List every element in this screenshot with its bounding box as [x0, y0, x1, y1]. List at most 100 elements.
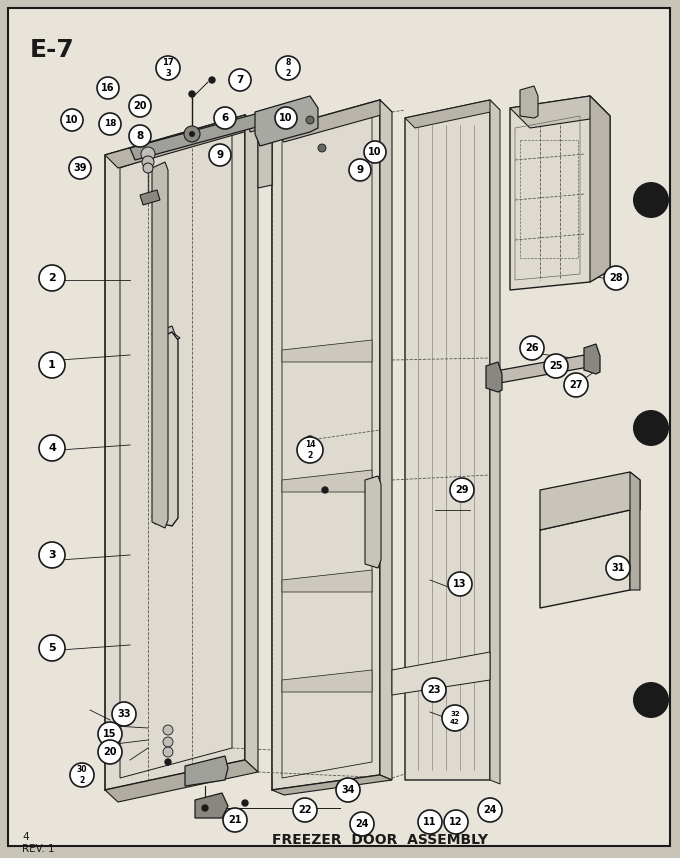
Polygon shape [590, 96, 610, 282]
Text: 11: 11 [423, 817, 437, 827]
Circle shape [306, 436, 314, 444]
Circle shape [633, 182, 669, 218]
Circle shape [606, 556, 630, 580]
Text: FREEZER  DOOR  ASSEMBLY: FREEZER DOOR ASSEMBLY [272, 833, 488, 847]
Polygon shape [405, 100, 500, 128]
Text: 29: 29 [455, 485, 469, 495]
Polygon shape [540, 510, 630, 608]
Bar [520, 140, 578, 258]
Circle shape [448, 572, 472, 596]
Circle shape [229, 69, 251, 91]
Polygon shape [245, 115, 258, 772]
Polygon shape [255, 96, 318, 146]
Circle shape [189, 91, 195, 97]
Text: 21: 21 [228, 815, 242, 825]
Text: 9: 9 [356, 165, 364, 175]
Circle shape [242, 800, 248, 806]
Circle shape [422, 678, 446, 702]
Text: 7: 7 [237, 75, 243, 85]
Circle shape [350, 812, 374, 836]
Circle shape [202, 805, 208, 811]
Text: 27: 27 [569, 380, 583, 390]
Text: 23: 23 [427, 685, 441, 695]
Circle shape [70, 763, 94, 787]
Circle shape [39, 542, 65, 568]
Circle shape [275, 107, 297, 129]
Text: 4: 4 [48, 443, 56, 453]
Text: 24: 24 [355, 819, 369, 829]
Text: 22: 22 [299, 805, 311, 815]
Circle shape [322, 487, 328, 493]
Circle shape [99, 113, 121, 135]
Polygon shape [490, 100, 500, 784]
Text: E-7: E-7 [30, 38, 75, 62]
Circle shape [143, 163, 153, 173]
Polygon shape [272, 100, 380, 790]
Text: REV. 1: REV. 1 [22, 844, 54, 854]
Text: 1: 1 [48, 360, 56, 370]
Polygon shape [520, 86, 538, 118]
Circle shape [163, 737, 173, 747]
Circle shape [336, 778, 360, 802]
Polygon shape [392, 652, 490, 695]
Circle shape [544, 354, 568, 378]
Circle shape [39, 435, 65, 461]
Polygon shape [272, 100, 392, 142]
Circle shape [163, 747, 173, 757]
Circle shape [39, 265, 65, 291]
Circle shape [276, 56, 300, 80]
Text: 3: 3 [48, 550, 56, 560]
Polygon shape [195, 793, 228, 818]
Circle shape [564, 373, 588, 397]
Polygon shape [282, 470, 372, 492]
Circle shape [141, 147, 155, 161]
Polygon shape [365, 476, 381, 568]
Circle shape [349, 159, 371, 181]
Polygon shape [630, 472, 640, 590]
Text: 18: 18 [104, 119, 116, 129]
Circle shape [209, 77, 215, 83]
Circle shape [604, 266, 628, 290]
Circle shape [142, 156, 154, 168]
Text: 8: 8 [137, 131, 143, 141]
Text: 24: 24 [483, 805, 497, 815]
Polygon shape [105, 760, 258, 802]
Text: 20: 20 [133, 101, 147, 111]
Polygon shape [140, 190, 160, 205]
Circle shape [129, 125, 151, 147]
Circle shape [297, 437, 323, 463]
Text: 26: 26 [525, 343, 539, 353]
Circle shape [201, 808, 209, 816]
Polygon shape [272, 775, 392, 795]
Circle shape [444, 810, 468, 834]
Circle shape [98, 740, 122, 764]
Circle shape [442, 705, 468, 731]
Text: 9: 9 [216, 150, 224, 160]
Circle shape [98, 722, 122, 746]
Polygon shape [490, 354, 594, 384]
Text: 30
2: 30 2 [77, 765, 87, 785]
Text: 20: 20 [103, 747, 117, 757]
Text: 32
42: 32 42 [450, 711, 460, 724]
Circle shape [520, 336, 544, 360]
Polygon shape [155, 332, 178, 526]
Text: 4: 4 [22, 832, 29, 842]
Circle shape [223, 808, 247, 832]
Polygon shape [282, 670, 372, 692]
Text: 39: 39 [73, 163, 87, 173]
Circle shape [633, 682, 669, 718]
Polygon shape [130, 110, 275, 160]
Polygon shape [185, 756, 228, 786]
Text: 25: 25 [549, 361, 563, 371]
Polygon shape [152, 326, 175, 342]
Text: 10: 10 [369, 147, 381, 157]
Circle shape [293, 798, 317, 822]
Circle shape [156, 56, 180, 80]
Text: 34: 34 [341, 785, 355, 795]
Polygon shape [152, 508, 175, 524]
Circle shape [214, 107, 236, 129]
Text: 8
2: 8 2 [286, 58, 290, 78]
Text: 10: 10 [279, 113, 293, 123]
Circle shape [97, 77, 119, 99]
Circle shape [39, 635, 65, 661]
